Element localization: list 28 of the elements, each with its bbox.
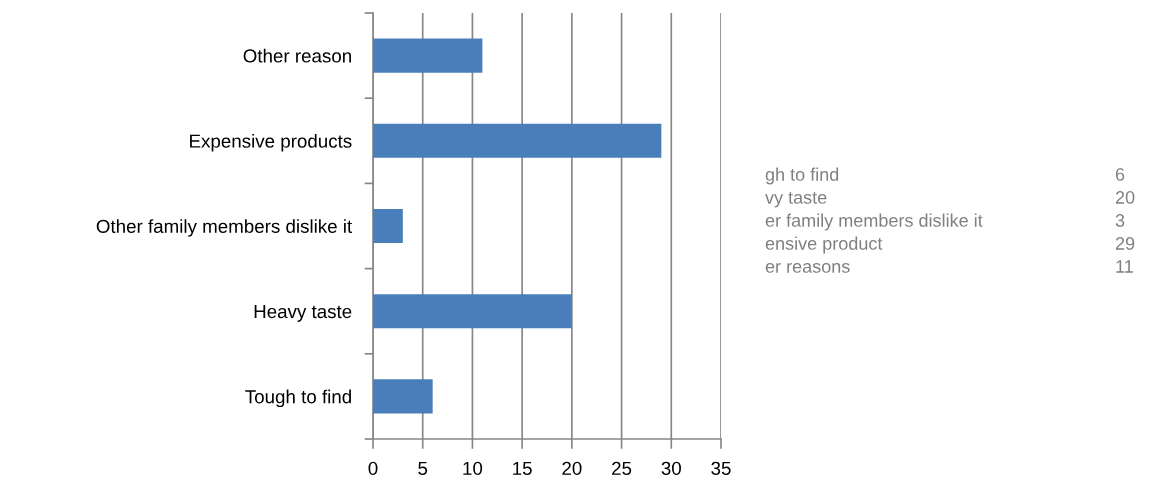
bar [373, 38, 483, 73]
bar [373, 379, 433, 414]
x-tick-label: 25 [612, 461, 632, 475]
x-tick-label: 5 [418, 461, 428, 475]
x-tick-label: 10 [463, 461, 483, 475]
text: 11 [1116, 260, 1133, 273]
y-tick-label: Expensive products [190, 134, 352, 152]
text: er reasons [765, 262, 850, 273]
y-tick-label: Heavy taste [254, 305, 352, 322]
y-tick-label: Tough to find [245, 389, 351, 408]
text: ensive product [765, 236, 883, 254]
y-tick-label: Other family members dislike it [96, 219, 353, 237]
text: 6 [1115, 168, 1125, 181]
x-tick-label: 20 [562, 461, 582, 475]
bar [373, 208, 403, 244]
text: 20 [1115, 191, 1135, 204]
x-tick-label: 15 [513, 461, 532, 475]
y-tick-label: Other reason [243, 48, 351, 63]
text: 3 [1115, 214, 1125, 227]
x-tick-label: 35 [711, 461, 731, 475]
text: vy taste [765, 192, 827, 208]
text: er family members dislike it [765, 213, 983, 231]
text: gh to find [765, 167, 839, 185]
bar [373, 123, 662, 158]
x-tick-label: 30 [661, 461, 681, 475]
bar [373, 294, 572, 329]
x-tick-label: 0 [368, 461, 378, 475]
text: 29 [1115, 237, 1135, 250]
